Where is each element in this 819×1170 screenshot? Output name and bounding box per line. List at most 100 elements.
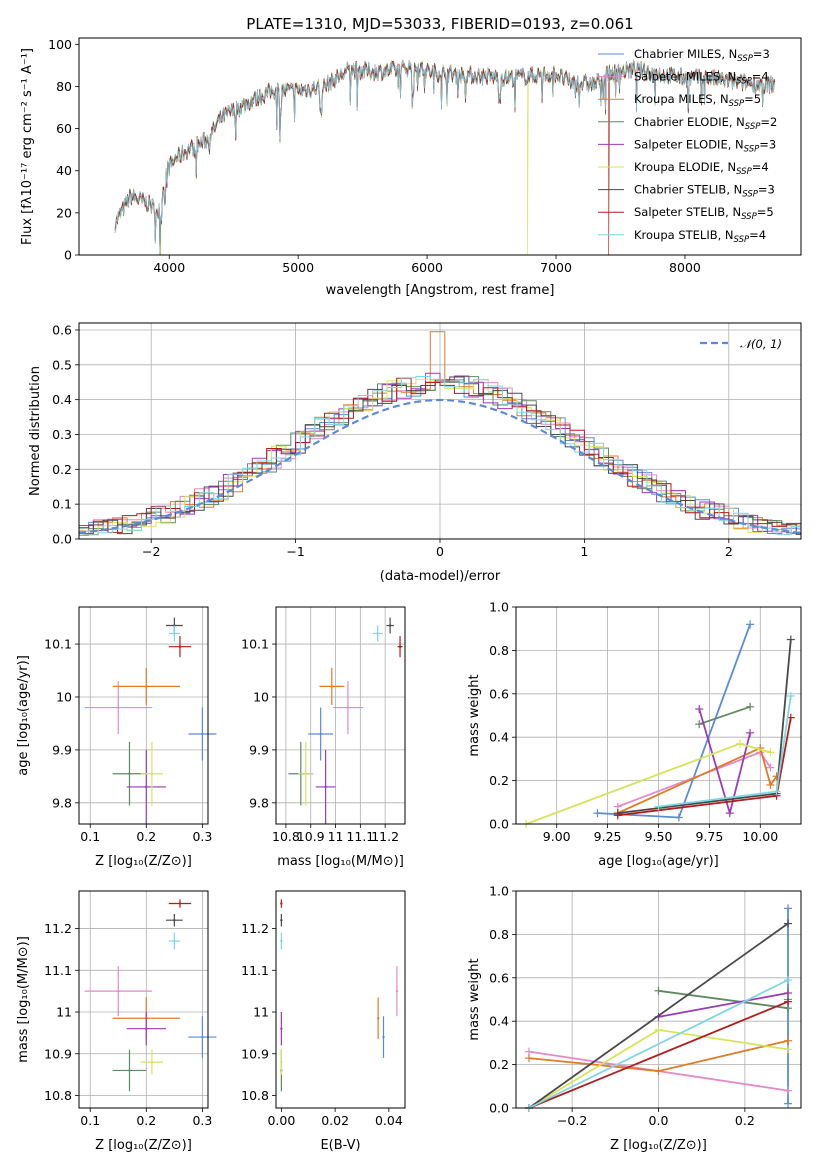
y-tick-label: 10: [253, 689, 269, 704]
y-axis-label: mass weight: [467, 958, 482, 1040]
y-tick-label: 60: [56, 121, 72, 136]
x-tick-label: 0.00: [267, 1113, 295, 1128]
x-tick-label: 5000: [282, 260, 314, 275]
y-tick-label: 0.4: [52, 392, 72, 407]
x-tick-label: 0.3: [192, 1113, 212, 1128]
y-axis-label: mass [log₁₀(M/M⊙)]: [16, 936, 31, 1063]
x-tick-label: −1: [286, 544, 304, 559]
y-tick-label: 11.2: [44, 921, 72, 936]
data-point: [145, 1027, 148, 1030]
series-line: [528, 922, 789, 1109]
data-point: [145, 785, 148, 789]
axes-frame: [78, 606, 209, 825]
data-point: [280, 1060, 283, 1064]
x-tick-label: 0.2: [136, 829, 156, 844]
series-line: [617, 746, 778, 814]
y-tick-label: 9.9: [249, 742, 269, 757]
x-tick-label: 0.04: [375, 1113, 403, 1128]
axes-frame: [78, 890, 209, 1109]
figure-title: PLATE=1310, MJD=53033, FIBERID=0193, z=0…: [246, 15, 633, 33]
y-tick-label: 0.6: [489, 970, 509, 985]
x-tick-label: 9.50: [645, 829, 673, 844]
y-tick-label: 0.6: [52, 322, 72, 337]
data-point: [178, 645, 182, 648]
series-line: [528, 979, 789, 1109]
y-tick-label: 9.8: [249, 795, 269, 810]
y-tick-label: 40: [56, 163, 72, 178]
y-tick-label: 0.1: [52, 497, 72, 512]
data-point: [376, 1017, 380, 1020]
data-point: [178, 902, 182, 905]
spectrum-line: [114, 60, 776, 255]
data-point: [117, 706, 120, 709]
x-tick-label: 0: [436, 544, 444, 559]
x-tick-label: −2: [142, 544, 160, 559]
x-tick-label: 10.9: [297, 829, 325, 844]
y-tick-label: 0.2: [489, 773, 509, 788]
y-tick-label: 10.9: [44, 1046, 72, 1061]
y-tick-label: 80: [56, 79, 72, 94]
data-point: [330, 685, 334, 688]
series-line: [658, 989, 789, 1010]
legend-entry: Chabrier ELODIE, NSSP=2: [634, 115, 777, 132]
x-tick-label: −0.2: [557, 1113, 587, 1128]
y-tick-label: 0.8: [489, 927, 509, 942]
data-point: [280, 902, 283, 905]
x-tick-label: 11.1: [346, 829, 374, 844]
y-tick-label: 0.3: [52, 427, 72, 442]
series-line: [698, 705, 751, 726]
y-tick-label: 9.9: [52, 742, 72, 757]
x-tick-label: 0.1: [80, 829, 100, 844]
y-axis-label: Flux [fλ10⁻¹⁷ erg cm⁻² s⁻¹ A⁻¹]: [20, 48, 35, 245]
x-axis-label: (data-model)/error: [380, 569, 501, 584]
y-tick-label: 1.0: [489, 600, 509, 615]
axes-frame: [78, 37, 802, 256]
data-point: [280, 1027, 283, 1030]
data-point: [395, 989, 399, 993]
series-line: [528, 1000, 789, 1109]
x-tick-label: 9.75: [695, 829, 723, 844]
x-axis-label: mass [log₁₀(M/M⊙)]: [277, 854, 404, 869]
data-point: [128, 1069, 131, 1072]
y-tick-label: 0.5: [52, 357, 72, 372]
spectrum-line: [114, 59, 776, 255]
y-tick-label: 20: [56, 205, 72, 220]
mass-vs-Z-panel: 0.1 0.2 0.3 10.8 10.9 11 11.1 11.2 Z [log₁₀(Z/Z⊙…: [16, 890, 217, 1153]
legend-entry: Kroupa ELODIE, NSSP=4: [634, 160, 769, 177]
data-point: [145, 685, 148, 688]
x-tick-label: 1: [580, 544, 588, 559]
x-axis-label: Z [log₁₀(Z/Z⊙)]: [95, 1138, 192, 1153]
y-axis-label: mass weight: [467, 674, 482, 756]
y-tick-label: 0.8: [489, 643, 509, 658]
residuals-panel: −2 −1 0 1 2 0.0 0.1 0.2 0.3 0.4 0.5 0.6 (data-model)…: [28, 322, 802, 584]
x-tick-label: 9.00: [543, 829, 571, 844]
y-tick-label: 0.2: [489, 1057, 509, 1072]
x-axis-label: Z [log₁₀(Z/Z⊙)]: [95, 854, 192, 869]
series-line: [658, 992, 789, 1018]
legend-entry: Kroupa MILES, NSSP=5: [634, 92, 761, 109]
y-tick-label: 0.4: [489, 730, 509, 745]
spectrum-panel: 4000 5000 6000 7000 8000 0 20 40 60 80 100 waveleng…: [20, 37, 802, 298]
legend-entry: Salpeter STELIB, NSSP=5: [634, 205, 774, 222]
data-point: [173, 939, 176, 943]
y-tick-label: 11.1: [241, 963, 269, 978]
data-point: [346, 706, 350, 709]
legend-entry: Chabrier STELIB, NSSP=3: [634, 183, 775, 200]
x-tick-label: 2: [725, 544, 733, 559]
y-tick-label: 0.6: [489, 686, 509, 701]
histogram-step: [79, 377, 801, 534]
x-tick-label: 0.1: [80, 1113, 100, 1128]
data-point: [280, 919, 283, 922]
x-tick-label: 11.2: [371, 829, 399, 844]
data-point: [324, 785, 327, 789]
data-point: [382, 1035, 385, 1039]
normal-curve: [79, 398, 801, 534]
x-tick-label: 11: [328, 829, 344, 844]
x-tick-label: 9.25: [594, 829, 622, 844]
x-tick-label: 7000: [540, 260, 572, 275]
y-tick-label: 10.9: [241, 1046, 269, 1061]
data-point: [173, 632, 176, 635]
x-axis-label: Z [log₁₀(Z/Z⊙)]: [610, 1138, 707, 1153]
legend-entry: 𝒩(0, 1): [740, 337, 782, 351]
x-tick-label: 6000: [411, 260, 443, 275]
